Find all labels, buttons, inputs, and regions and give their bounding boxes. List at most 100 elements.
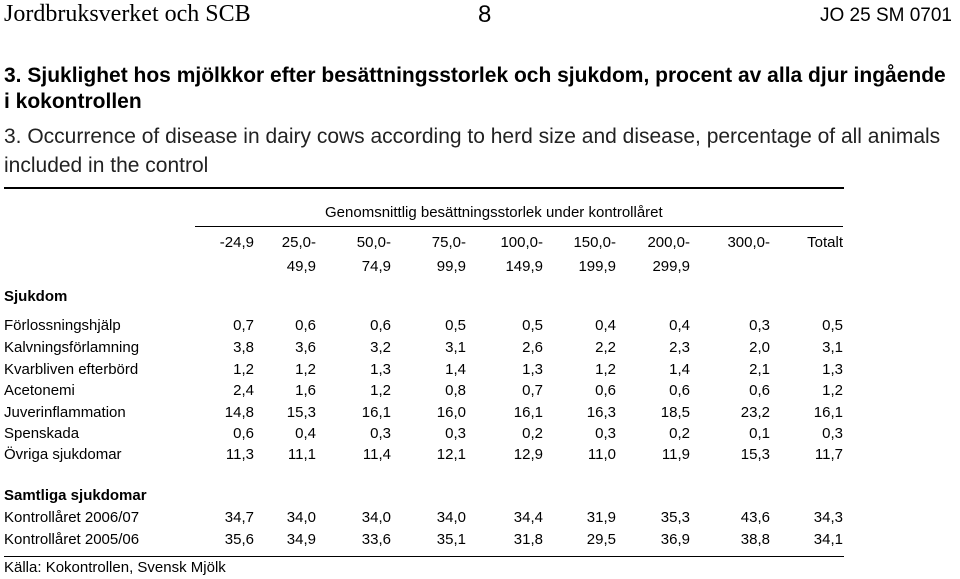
table-cell: 34,4 bbox=[513, 509, 543, 526]
row-label: Kontrollåret 2006/07 bbox=[4, 509, 140, 526]
table-cell: 0,5 bbox=[445, 317, 466, 334]
table-cell: 14,8 bbox=[224, 404, 254, 421]
column-header: -24,9 bbox=[184, 231, 254, 255]
table-cell: 0,5 bbox=[522, 317, 543, 334]
top-rule bbox=[4, 187, 844, 189]
table-cell: 34,9 bbox=[286, 531, 316, 548]
table-cell: 1,3 bbox=[822, 361, 843, 378]
table-cell: 43,6 bbox=[740, 509, 770, 526]
table-cell: 15,3 bbox=[286, 404, 316, 421]
column-header-line1: -24,9 bbox=[219, 234, 254, 251]
column-header-line1: 300,0- bbox=[727, 234, 770, 251]
table-cell: 16,3 bbox=[586, 404, 616, 421]
column-header-line1: 50,0- bbox=[356, 234, 391, 251]
table-cell: 3,1 bbox=[822, 339, 843, 356]
table-cell: 0,7 bbox=[233, 317, 254, 334]
column-header: 50,0- 74,9 bbox=[321, 231, 391, 279]
table-cell: 0,6 bbox=[749, 382, 770, 399]
table-cell: 0,3 bbox=[370, 425, 391, 442]
table-cell: 0,6 bbox=[595, 382, 616, 399]
table-cell: 1,2 bbox=[233, 361, 254, 378]
table-cell: 2,4 bbox=[233, 382, 254, 399]
table-cell: 0,4 bbox=[295, 425, 316, 442]
table-cell: 0,6 bbox=[669, 382, 690, 399]
column-header-line2: 199,9 bbox=[578, 258, 616, 275]
table-cell: 0,7 bbox=[522, 382, 543, 399]
table-cell: 29,5 bbox=[586, 531, 616, 548]
table-cell: 35,6 bbox=[224, 531, 254, 548]
column-header: 100,0- 149,9 bbox=[473, 231, 543, 279]
table-cell: 0,2 bbox=[669, 425, 690, 442]
table-cell: 34,0 bbox=[361, 509, 391, 526]
table-title-swedish: 3. Sjuklighet hos mjölkkor efter besättn… bbox=[4, 64, 946, 113]
table-cell: 38,8 bbox=[740, 531, 770, 548]
table-cell: 0,5 bbox=[822, 317, 843, 334]
column-header-line1: 150,0- bbox=[573, 234, 616, 251]
table-cell: 34,1 bbox=[813, 531, 843, 548]
table-cell: 0,2 bbox=[522, 425, 543, 442]
table-cell: 2,6 bbox=[522, 339, 543, 356]
table-cell: 0,4 bbox=[669, 317, 690, 334]
table-cell: 1,3 bbox=[370, 361, 391, 378]
table-cell: 11,3 bbox=[225, 446, 254, 463]
row-label: Acetonemi bbox=[4, 382, 75, 399]
table-cell: 2,2 bbox=[595, 339, 616, 356]
table-cell: 1,2 bbox=[822, 382, 843, 399]
row-label: Spenskada bbox=[4, 425, 80, 442]
table-cell: 1,2 bbox=[370, 382, 391, 399]
table-cell: 2,3 bbox=[669, 339, 690, 356]
table-cell: 31,9 bbox=[586, 509, 616, 526]
table-cell: 0,8 bbox=[445, 382, 466, 399]
table-cell: 3,2 bbox=[370, 339, 391, 356]
table-cell: 23,2 bbox=[740, 404, 770, 421]
column-header: 200,0- 299,9 bbox=[620, 231, 690, 279]
table-cell: 16,1 bbox=[361, 404, 391, 421]
column-header: 25,0- 49,9 bbox=[246, 231, 316, 279]
table-cell: 12,1 bbox=[436, 446, 466, 463]
table-cell: 36,9 bbox=[660, 531, 690, 548]
table-cell: 16,1 bbox=[813, 404, 843, 421]
table-cell: 34,0 bbox=[436, 509, 466, 526]
bottom-rule bbox=[4, 556, 844, 557]
table-cell: 15,3 bbox=[740, 446, 770, 463]
column-header-line2: 299,9 bbox=[652, 258, 690, 275]
table-cell: 16,0 bbox=[436, 404, 466, 421]
column-header: 75,0- 99,9 bbox=[396, 231, 466, 279]
report-code: JO 25 SM 0701 bbox=[819, 5, 952, 26]
table-cell: 3,6 bbox=[295, 339, 316, 356]
row-label: Kvarbliven efterbörd bbox=[4, 361, 139, 378]
column-header-line1: 100,0- bbox=[500, 234, 543, 251]
table-cell: 1,2 bbox=[295, 361, 316, 378]
table-cell: 0,6 bbox=[233, 425, 254, 442]
row-label: Kalvningsförlamning bbox=[4, 339, 140, 356]
column-header-line1: Totalt bbox=[807, 234, 843, 251]
table-title-english: 3. Occurrence of disease in dairy cows a… bbox=[4, 125, 941, 177]
column-header-line2: 99,9 bbox=[436, 258, 466, 275]
table-cell: 11,7 bbox=[814, 446, 843, 463]
table-cell: 35,1 bbox=[436, 531, 466, 548]
row-label: Kontrollåret 2005/06 bbox=[4, 531, 140, 548]
table-cell: 0,3 bbox=[822, 425, 843, 442]
table-cell: 11,1 bbox=[287, 446, 316, 463]
table-cell: 11,0 bbox=[587, 446, 616, 463]
table-cell: 12,9 bbox=[513, 446, 543, 463]
table-cell: 1,4 bbox=[669, 361, 690, 378]
report-header-title: Jordbruksverket och SCB bbox=[4, 1, 251, 27]
table-cell: 11,4 bbox=[362, 446, 391, 463]
source-note: Källa: Kokontrollen, Svensk Mjölk bbox=[4, 559, 226, 576]
table-cell: 35,3 bbox=[660, 509, 690, 526]
table-cell: 3,1 bbox=[445, 339, 466, 356]
column-header-line1: 75,0- bbox=[431, 234, 466, 251]
table-cell: 0,1 bbox=[749, 425, 770, 442]
column-header-line2: 149,9 bbox=[505, 258, 543, 275]
column-header: 150,0- 199,9 bbox=[546, 231, 616, 279]
table-cell: 0,3 bbox=[749, 317, 770, 334]
row-header: Sjukdom bbox=[4, 288, 68, 305]
column-header-line1: 200,0- bbox=[647, 234, 690, 251]
row-label: Juverinflammation bbox=[4, 404, 126, 421]
table-cell: 16,1 bbox=[513, 404, 543, 421]
table-cell: 0,4 bbox=[595, 317, 616, 334]
column-header: 300,0- bbox=[700, 231, 770, 255]
group-header-rule bbox=[195, 226, 843, 227]
page-number: 8 bbox=[478, 1, 492, 28]
